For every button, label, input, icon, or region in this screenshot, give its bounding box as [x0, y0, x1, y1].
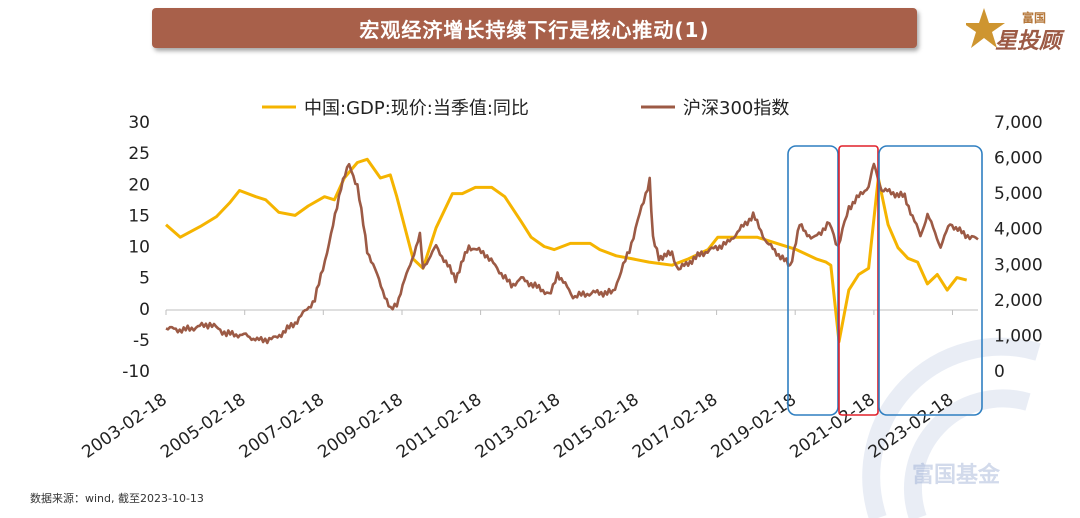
annotation-box-red [838, 145, 879, 416]
left-axis-tick-label: 0 [139, 300, 150, 320]
data-source-note: 数据来源：wind, 截至2023-10-13 [30, 492, 204, 505]
left-y-axis: 30 25 20 15 10 5 0 -5 -10 [122, 113, 150, 382]
left-axis-tick-label: -5 [133, 331, 150, 351]
x-axis-tick-label: 2007-02-18 [236, 390, 328, 463]
logo-main-text: 星投顾 [995, 29, 1065, 54]
x-axis-tick-label: 2003-02-18 [78, 390, 170, 463]
x-axis-tick-label: 2011-02-18 [393, 390, 485, 463]
series-layer [165, 157, 979, 345]
annotation-boxes [787, 145, 983, 416]
left-axis-tick-label: 15 [128, 206, 150, 226]
x-axis-tick-label: 2017-02-18 [629, 390, 721, 463]
right-axis-tick-label: 7,000 [994, 113, 1043, 133]
gdp-series-line [165, 157, 968, 344]
brand-logo: 富国 星投顾 [966, 8, 1065, 54]
legend-gdp-label: 中国:GDP:现价:当季值:同比 [304, 98, 529, 119]
logo-top-text: 富国 [1022, 10, 1046, 25]
right-axis-tick-label: 4,000 [994, 220, 1043, 240]
legend-csi300-label: 沪深300指数 [683, 98, 789, 119]
left-axis-tick-label: -10 [122, 362, 150, 382]
x-axis: 2003-02-182005-02-182007-02-182009-02-18… [78, 309, 978, 463]
annotation-box-blue [878, 145, 983, 416]
left-axis-tick-label: 5 [139, 269, 150, 289]
title-banner: 宏观经济增长持续下行是核心推动(1) [152, 8, 917, 48]
x-axis-tick-label: 2015-02-18 [550, 390, 642, 463]
x-axis-tick-label: 2013-02-18 [472, 390, 564, 463]
right-axis-tick-label: 1,000 [994, 326, 1043, 346]
x-axis-tick-label: 2009-02-18 [314, 390, 406, 463]
watermark-graphic: 富国基金 [862, 337, 1041, 518]
right-axis-tick-label: 0 [994, 362, 1005, 382]
chart-legend: 中国:GDP:现价:当季值:同比 沪深300指数 [262, 98, 789, 119]
right-axis-tick-label: 3,000 [994, 255, 1043, 275]
left-axis-tick-label: 10 [128, 238, 150, 258]
annotation-box-blue [787, 145, 839, 416]
x-axis-tick-label: 2021-02-18 [786, 390, 878, 463]
watermark-text: 富国基金 [912, 462, 1001, 488]
right-axis-tick-label: 5,000 [994, 184, 1043, 204]
csi300-series-line [165, 162, 979, 345]
right-y-axis: 7,000 6,000 5,000 4,000 3,000 2,000 1,000 0 [994, 113, 1043, 382]
right-axis-tick-label: 2,000 [994, 291, 1043, 311]
right-axis-tick-label: 6,000 [994, 149, 1043, 169]
x-axis-tick-label: 2005-02-18 [157, 390, 249, 463]
x-axis-tick-label: 2019-02-18 [708, 390, 800, 463]
star-logo-icon [966, 8, 1005, 48]
left-axis-tick-label: 25 [128, 144, 150, 164]
left-axis-tick-label: 20 [128, 175, 150, 195]
left-axis-tick-label: 30 [128, 113, 150, 133]
page-title: 宏观经济增长持续下行是核心推动(1) [359, 17, 710, 42]
